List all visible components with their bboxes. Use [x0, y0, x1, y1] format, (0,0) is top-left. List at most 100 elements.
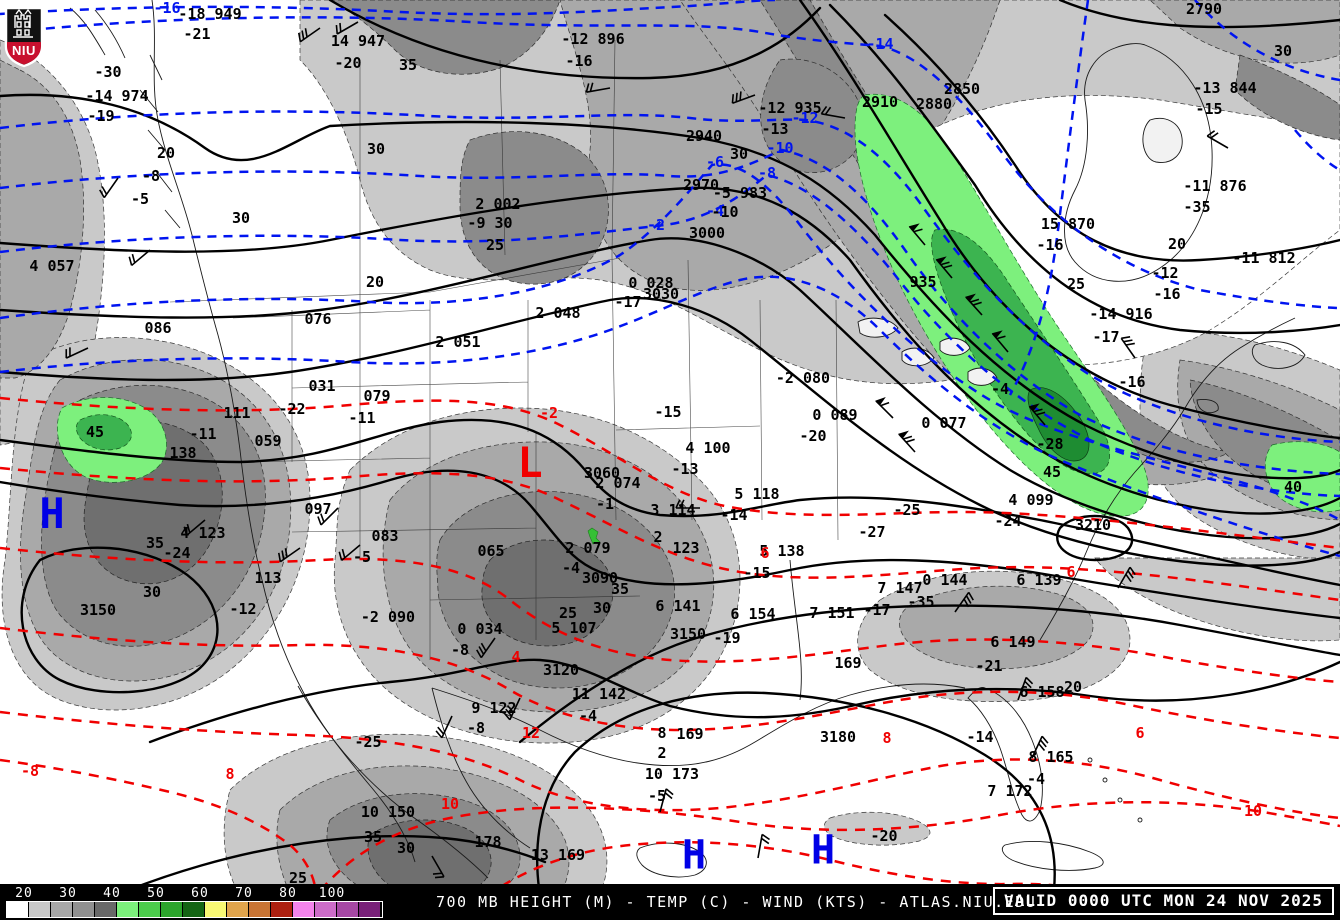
map-label: -11 876 [1183, 177, 1246, 195]
map-label: 065 [477, 542, 504, 560]
map-label: 0 034 [457, 620, 502, 638]
high-center-marker: H [682, 832, 706, 878]
colorbar-swatch [249, 902, 270, 917]
map-label: 169 [834, 654, 861, 672]
contour-2790 [1058, 0, 1340, 29]
colorbar-ticks: 20 30 40 50 60 70 80 100 [6, 886, 384, 901]
wind-barb [991, 333, 1009, 353]
map-label: -28 [1036, 435, 1063, 453]
map-label: 2880 [916, 95, 952, 113]
station-precip-symbol [587, 527, 601, 545]
map-label: -5 [131, 190, 149, 208]
map-label: 2 [657, 744, 666, 762]
wind-barb [476, 637, 496, 659]
map-label: 3090 [582, 569, 618, 587]
shade-region [760, 58, 864, 173]
contour-3060 [0, 418, 1340, 587]
wind-barb [431, 855, 445, 879]
niu-logo: NIU [4, 6, 44, 68]
high-center-marker: H [39, 489, 64, 538]
pressure-centers: H L H H [39, 438, 835, 878]
map-label: -19 [87, 107, 114, 125]
map-label: 4 123 [180, 524, 225, 542]
map-label: 076 [304, 310, 331, 328]
map-label: 5 118 [734, 485, 779, 503]
map-label: 031 [308, 377, 335, 395]
wind-barb [1206, 130, 1229, 149]
map-label: -11 [189, 425, 216, 443]
shade-region [1234, 54, 1340, 141]
map-label: -4 [562, 559, 580, 577]
colorbar-tick-label: 40 [103, 886, 121, 901]
map-label: 30 [1274, 42, 1292, 60]
contour-2940 [0, 93, 1340, 480]
footer-bar: 20 30 40 50 60 70 80 100 700 MB HEIGHT (M) - TE… [0, 884, 1340, 920]
colorbar-tick-label: 50 [147, 886, 165, 901]
map-label: 10 150 [361, 803, 415, 821]
wind-barb [898, 433, 916, 453]
humidity-green-west-core [75, 414, 132, 451]
map-label: -2 [647, 216, 665, 234]
map-label: -4 [1027, 770, 1045, 788]
map-label: -2 080 [776, 369, 830, 387]
wind-barb [1028, 406, 1046, 426]
map-label: 10 [1244, 802, 1262, 820]
high-center-marker: H [811, 827, 835, 873]
map-label: 8 165 [1028, 748, 1073, 766]
map-label: 20 [1168, 235, 1186, 253]
map-label: -19 [713, 629, 740, 647]
map-label: 8 [225, 765, 234, 783]
map-label: 3150 [80, 601, 116, 619]
valid-time-box: VALID 0000 UTC MON 24 NOV 2025 [993, 887, 1334, 915]
contour-3210 [1056, 514, 1134, 562]
map-label: 12 [522, 724, 540, 742]
map-label: -13 844 [1193, 79, 1256, 97]
contour-3000 [0, 237, 1340, 540]
map-label: -20 [799, 427, 826, 445]
wind-barb [183, 519, 206, 537]
map-label: 40 [1284, 478, 1302, 496]
colorbar-swatch [95, 902, 116, 917]
map-label: -15 [743, 564, 770, 582]
map-label: -35 [1183, 198, 1210, 216]
map-label: -25 [354, 733, 381, 751]
map-label: -4 [706, 202, 724, 220]
map-label: 2 [653, 528, 662, 546]
map-title: 700 MB HEIGHT (M) - TEMP (C) - WIND (KTS… [436, 893, 1037, 911]
map-label: -2 [540, 404, 558, 422]
map-label: -8 [758, 164, 776, 182]
map-label: 2940 [686, 127, 722, 145]
map-label: 7 147 [877, 579, 922, 597]
logo-red-band [7, 42, 41, 65]
humidity-colorbar: 20 30 40 50 60 70 80 100 [6, 886, 384, 918]
map-label: 8 [657, 724, 666, 742]
colorbar-swatch [7, 902, 28, 917]
map-label: -16 [1036, 236, 1063, 254]
colorbar-tick-label: 100 [318, 886, 346, 901]
wind-barb [435, 715, 453, 739]
map-label: 20 [366, 273, 384, 291]
map-label: -10 [711, 203, 738, 221]
map-label: 30 [232, 209, 250, 227]
map-label: 113 [254, 569, 281, 587]
map-label: 30 [143, 583, 161, 601]
wind-barb [875, 400, 894, 419]
colorbar-swatch [227, 902, 248, 917]
map-label: 7 172 [987, 782, 1032, 800]
map-label: 4 [511, 648, 520, 666]
map-label: -10 [766, 139, 793, 157]
map-label: -24 [994, 512, 1021, 530]
wind-barb [757, 833, 770, 859]
wind-barb [503, 697, 521, 721]
map-label: 111 [223, 404, 250, 422]
map-label: 20 [157, 144, 175, 162]
map-label: 35 [146, 534, 164, 552]
map-label: -16 [565, 52, 592, 70]
map-label: 178 [474, 833, 501, 851]
map-label: 20 [1064, 678, 1082, 696]
map-label: -5 983 [713, 184, 767, 202]
colorbar-tick-label: 80 [279, 886, 297, 901]
wind-barb [935, 259, 953, 279]
